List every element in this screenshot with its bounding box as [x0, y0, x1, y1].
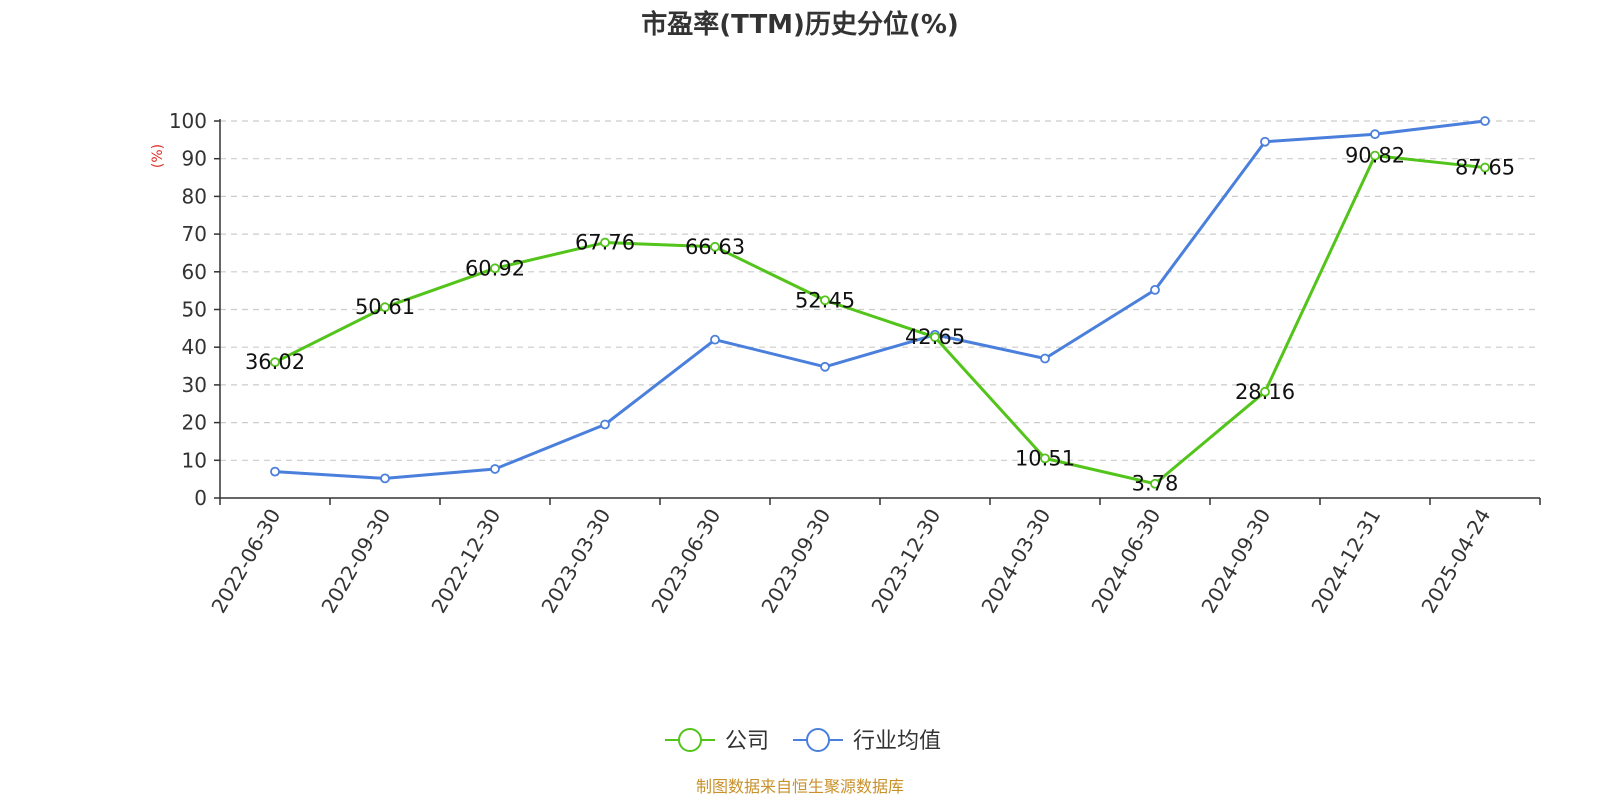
y-tick-label: 20	[182, 411, 207, 435]
legend-item[interactable]: 公司	[665, 728, 769, 754]
data-label: 90.82	[1345, 144, 1405, 168]
y-tick-label: 0	[194, 486, 207, 510]
data-point	[380, 473, 390, 484]
data-point	[930, 332, 940, 343]
y-axis-label: (%)	[150, 144, 166, 168]
data-point	[490, 464, 500, 474]
data-point	[490, 263, 500, 274]
x-tick-label: 2024-12-31	[1306, 505, 1385, 618]
data-point	[1040, 453, 1050, 464]
x-tick-labels: 2022-06-30 2022-09-30 2022-12-30 2023-03-30…	[206, 505, 1495, 618]
data-label: 36.02	[245, 350, 305, 374]
data-labels: 36.02 50.61 60.92 67.76 66.63 52.45 42.65 10.51…	[245, 144, 1515, 496]
series-group	[270, 116, 1490, 489]
data-point	[600, 419, 610, 430]
data-label: 60.92	[465, 256, 525, 280]
y-tick-labels: 0 10 20 30 40 50 60 70 80 90 100	[169, 109, 207, 510]
x-tick-label: 2023-06-30	[646, 505, 725, 618]
data-point	[820, 361, 830, 372]
data-label: 66.63	[685, 235, 745, 259]
legend-marker-icon	[806, 728, 830, 752]
data-label: 42.65	[905, 325, 965, 349]
data-point	[270, 357, 280, 368]
series-line	[274, 154, 1486, 486]
data-label: 50.61	[355, 295, 415, 319]
y-tick-label: 70	[182, 222, 207, 246]
y-tick-label: 30	[182, 373, 207, 397]
x-tick-label: 2022-12-30	[426, 505, 505, 618]
y-tick-label: 40	[182, 335, 207, 359]
data-point	[380, 302, 390, 313]
source-note: 制图数据来自恒生聚源数据库	[696, 777, 904, 796]
data-point	[1260, 386, 1270, 397]
x-tick-label: 2022-09-30	[316, 505, 395, 618]
data-point	[600, 237, 610, 248]
data-point	[1150, 284, 1160, 295]
y-tick-label: 80	[182, 184, 207, 208]
data-point	[1040, 353, 1050, 364]
x-tick-label: 2023-09-30	[756, 505, 835, 618]
x-tick-label: 2022-06-30	[206, 505, 285, 618]
x-tick-label: 2024-06-30	[1086, 505, 1165, 618]
data-point	[710, 334, 720, 345]
legend-marker-icon	[678, 728, 702, 752]
legend-label: 公司	[725, 729, 769, 754]
legend-label: 行业均值	[853, 729, 941, 754]
data-point	[1480, 116, 1490, 126]
chart-title: 市盈率(TTM)历史分位(%)	[641, 9, 959, 40]
y-tick-label: 100	[169, 109, 207, 133]
data-point	[1370, 150, 1380, 161]
y-tick-label: 50	[182, 298, 207, 322]
data-label: 10.51	[1015, 446, 1075, 470]
legend-item[interactable]: 行业均值	[793, 728, 941, 754]
data-point	[710, 241, 720, 252]
data-label: 87.65	[1455, 156, 1515, 180]
y-tick-label: 90	[182, 147, 207, 171]
data-label: 52.45	[795, 288, 855, 312]
data-point	[1480, 162, 1490, 173]
grid-lines	[220, 120, 1540, 461]
data-point	[1150, 478, 1160, 489]
x-tick-label: 2024-09-30	[1196, 505, 1275, 618]
data-label: 28.16	[1235, 380, 1295, 404]
legend[interactable]: 公司 行业均值	[665, 728, 941, 754]
x-tick-label: 2024-03-30	[976, 505, 1055, 618]
data-point	[1260, 136, 1270, 147]
data-label: 67.76	[575, 231, 635, 255]
series-line	[274, 119, 1486, 480]
data-point	[270, 466, 280, 477]
data-label: 3.78	[1132, 472, 1179, 496]
x-tick-label: 2025-04-24	[1416, 505, 1495, 618]
data-point	[820, 295, 830, 306]
axes	[214, 119, 1541, 505]
x-tick-label: 2023-12-30	[866, 505, 945, 618]
y-tick-label: 60	[182, 260, 207, 284]
data-point	[1370, 129, 1380, 140]
y-tick-label: 10	[182, 448, 207, 472]
x-tick-label: 2023-03-30	[536, 505, 615, 618]
